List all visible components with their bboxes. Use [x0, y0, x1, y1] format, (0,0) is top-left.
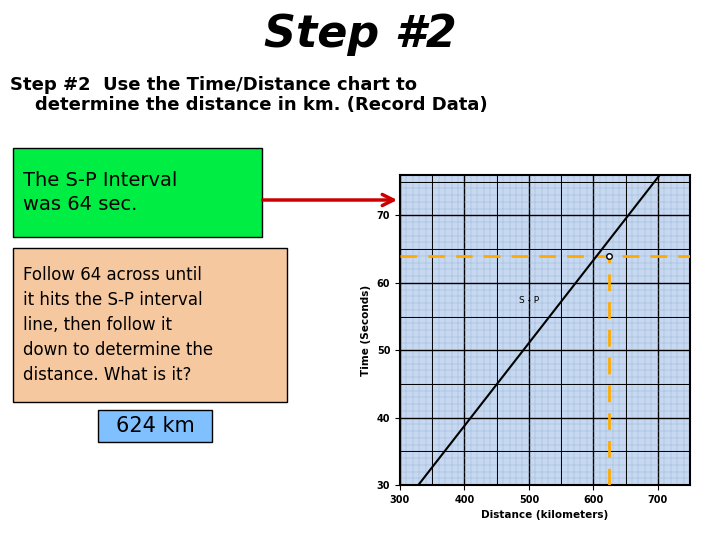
Text: Follow 64 across until
it hits the S-P interval
line, then follow it
down to det: Follow 64 across until it hits the S-P i…: [23, 266, 213, 384]
FancyBboxPatch shape: [13, 148, 262, 237]
Text: Step #2  Use the Time/Distance chart to: Step #2 Use the Time/Distance chart to: [10, 76, 417, 94]
Y-axis label: Time (Seconds): Time (Seconds): [361, 285, 372, 375]
Text: The S-P Interval
was 64 sec.: The S-P Interval was 64 sec.: [23, 171, 177, 214]
Text: Step #2: Step #2: [264, 14, 456, 57]
FancyBboxPatch shape: [13, 248, 287, 402]
Text: determine the distance in km. (Record Data): determine the distance in km. (Record Da…: [10, 96, 487, 114]
FancyBboxPatch shape: [98, 410, 212, 442]
X-axis label: Distance (kilometers): Distance (kilometers): [482, 510, 608, 520]
Text: S - P: S - P: [519, 296, 539, 305]
Text: 624 km: 624 km: [116, 416, 194, 436]
